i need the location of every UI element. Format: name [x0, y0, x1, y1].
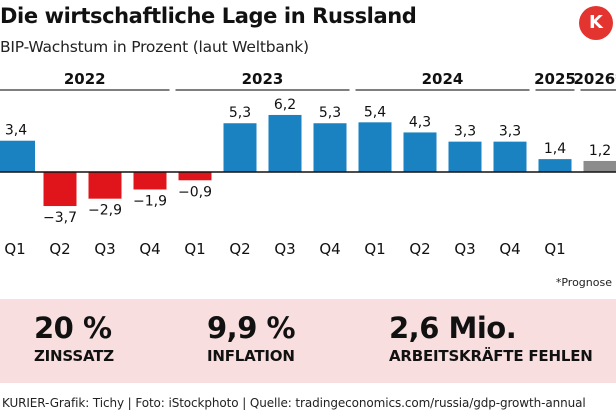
bar-2023-Q1	[178, 172, 212, 181]
kurier-logo: K	[579, 6, 613, 40]
quarter-tick-label: Q1	[184, 240, 205, 258]
quarter-tick-label: Q2	[409, 240, 430, 258]
year-label: 2024	[422, 70, 464, 88]
quarter-tick-label: Q4	[499, 240, 520, 258]
year-label: 2026*	[573, 70, 616, 88]
bar-value-label: 3,3	[499, 124, 521, 140]
bar-2023-Q2	[223, 123, 257, 172]
quarter-tick-label: Q4	[319, 240, 340, 258]
forecast-footnote: *Prognose	[555, 276, 612, 289]
year-label: 2022	[64, 70, 106, 88]
bar-value-label: 1,4	[544, 141, 566, 157]
stat-inflation: 9,9 % INFLATION	[207, 311, 296, 365]
bar-2022-Q1	[0, 140, 35, 172]
stat-value: 9,9 %	[207, 311, 296, 345]
stat-label: INFLATION	[207, 347, 295, 365]
year-label: 2025	[534, 70, 576, 88]
stat-label: ARBEITSKRÄFTE FEHLEN	[389, 347, 593, 365]
bar-value-label: 5,3	[229, 105, 251, 121]
bar-2022-Q4	[133, 172, 167, 190]
bar-2025-Q1	[538, 159, 572, 172]
stats-panel: 20 % ZINSSATZ 9,9 % INFLATION 2,6 Mio. A…	[0, 299, 616, 383]
bar-value-label: −0,9	[178, 184, 212, 200]
bar-value-label: 5,3	[319, 105, 341, 121]
year-label: 2023	[242, 70, 284, 88]
stat-interest-rate: 20 % ZINSSATZ	[34, 311, 114, 365]
stat-value: 20 %	[34, 311, 112, 345]
stat-value: 2,6 Mio.	[389, 311, 517, 345]
quarter-tick-label: Q1	[364, 240, 385, 258]
quarter-tick-label: Q3	[274, 240, 295, 258]
quarter-tick-label: Q3	[94, 240, 115, 258]
stat-label: ZINSSATZ	[34, 347, 114, 365]
bar-2022-Q3	[88, 172, 122, 199]
bar-2023-Q3	[268, 114, 302, 172]
bar-2022-Q2	[43, 172, 77, 207]
bar-2024-Q3	[448, 141, 482, 172]
quarter-tick-label: Q3	[454, 240, 475, 258]
bar-value-label: 1,2	[589, 143, 611, 159]
bar-value-label: 3,3	[454, 124, 476, 140]
bar-value-label: 4,3	[409, 114, 431, 130]
stat-labor-shortage: 2,6 Mio. ARBEITSKRÄFTE FEHLEN	[389, 311, 593, 365]
bar-value-label: 6,2	[274, 97, 296, 113]
source-credit: KURIER-Grafik: Tichy | Foto: iStockphoto…	[2, 396, 586, 410]
bar-value-label: 3,4	[5, 123, 27, 139]
bar-value-label: −3,7	[43, 210, 77, 226]
quarter-tick-label: Q2	[229, 240, 250, 258]
bar-value-label: −1,9	[133, 193, 167, 209]
quarter-tick-label: Q1	[4, 240, 25, 258]
chart-subtitle: BIP-Wachstum in Prozent (laut Weltbank)	[0, 38, 309, 56]
bar-2024-Q2	[403, 132, 437, 172]
quarter-tick-label: Q2	[49, 240, 70, 258]
bar-2023-Q4	[313, 123, 347, 172]
bar-value-label: −2,9	[88, 203, 122, 219]
chart-title: Die wirtschaftliche Lage in Russland	[0, 4, 417, 28]
quarter-tick-label: Q4	[139, 240, 160, 258]
bar-2024-Q1	[358, 122, 392, 172]
bar-value-label: 5,4	[364, 104, 386, 120]
bar-2026-annual	[583, 160, 616, 172]
quarter-tick-label: Q1	[544, 240, 565, 258]
bar-2024-Q4	[493, 141, 527, 172]
